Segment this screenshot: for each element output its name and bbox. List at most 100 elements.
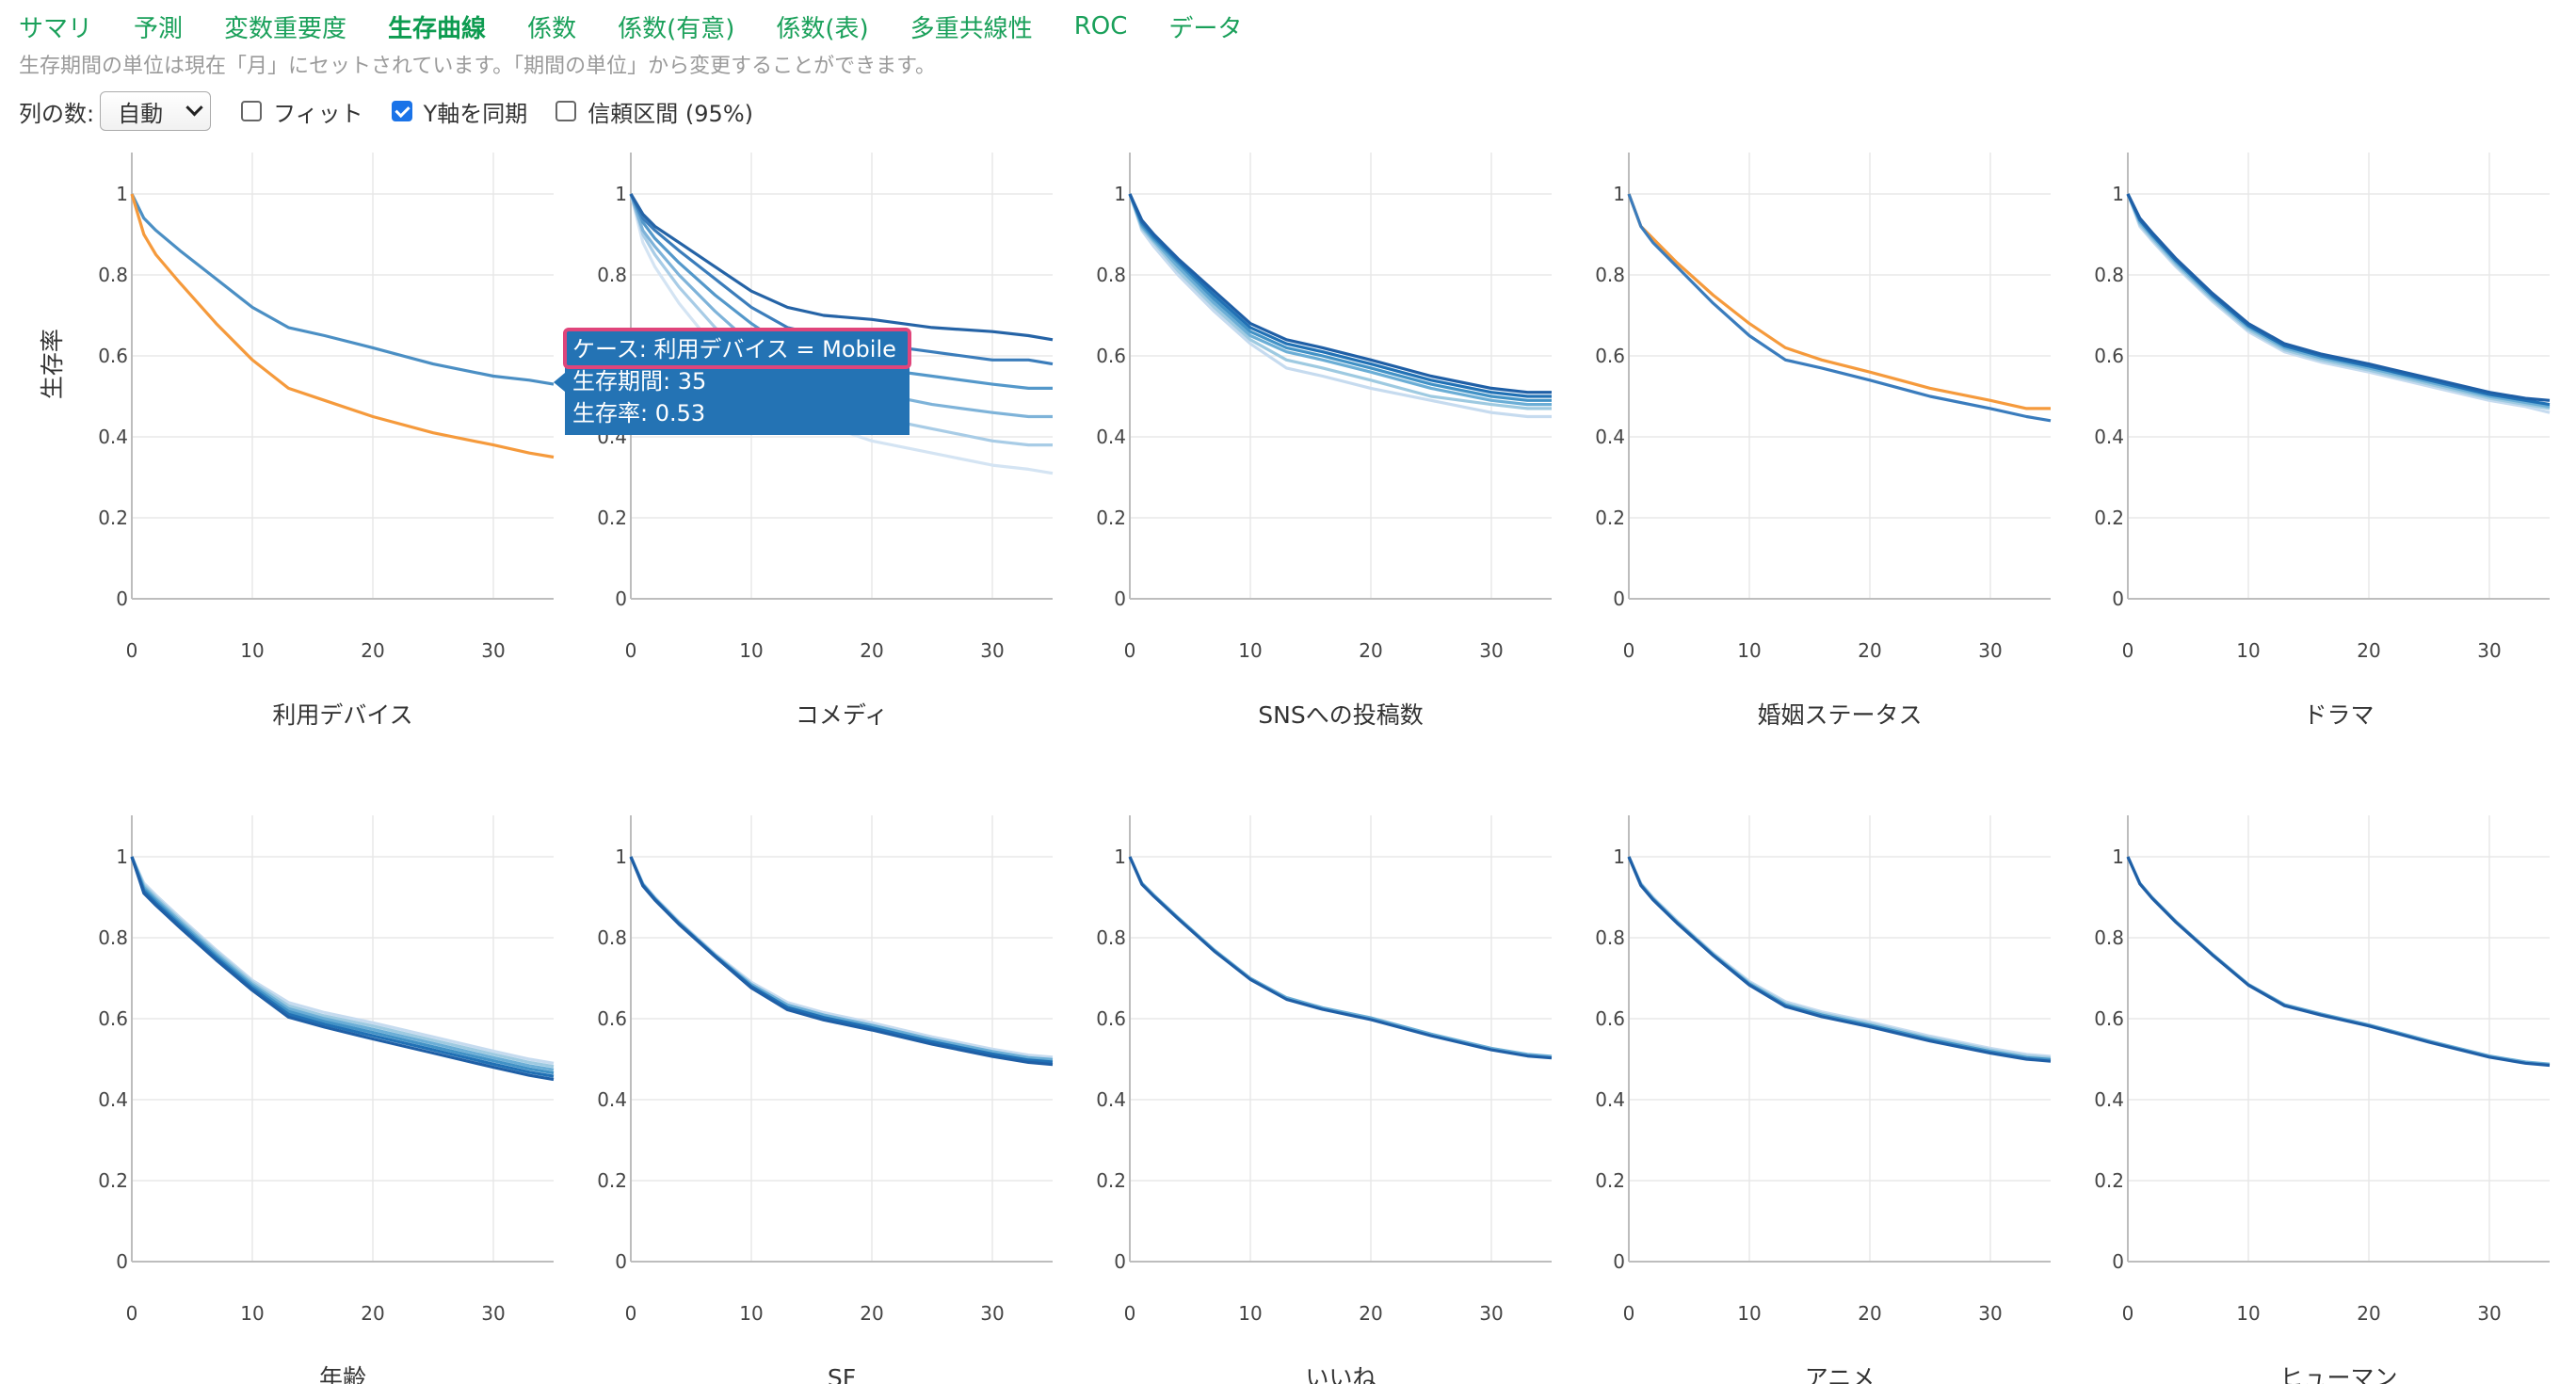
y-tick-label: 0.2 [1096,507,1126,529]
y-tick-label: 1 [1613,183,1625,205]
x-tick-label: 30 [481,639,505,662]
y-tick-label: 0 [615,1250,627,1273]
series-line-1 [1128,193,1552,419]
y-tick-label: 0.4 [2094,426,2124,448]
y-tick-label: 0.4 [2094,1088,2124,1111]
ci-checkbox[interactable]: 信頼区間 (95%) [555,95,753,128]
sync-y-checkbox[interactable]: Y軸を同期 [391,95,527,128]
x-tick-label: 10 [1737,639,1761,662]
sync-y-checkbox-box[interactable] [391,101,412,121]
x-tick-label: 30 [980,639,1004,662]
tab-survival-curve[interactable]: 生存曲線 [388,14,487,43]
fit-checkbox[interactable]: フィット [241,95,363,128]
y-tick-label: 0 [1613,587,1625,610]
chart-title: 婚姻ステータス [1757,701,1922,729]
y-tick-label: 0 [116,587,128,610]
tab-summary[interactable]: サマリ [19,14,93,43]
y-tick-label: 0.2 [98,1169,128,1192]
y-tick-label: 0 [1613,1250,1625,1273]
y-tick-label: 0.4 [597,1088,627,1111]
x-tick-label: 30 [1479,639,1503,662]
series-line-2 [130,856,555,1069]
y-tick-label: 0.8 [2094,926,2124,949]
tab-multicollinearity[interactable]: 多重共線性 [910,14,1033,43]
series-line-3 [2126,193,2551,409]
tab-coefficients[interactable]: 係数 [527,14,577,43]
y-tick-label: 0.8 [597,264,627,286]
tab-data[interactable]: データ [1168,14,1243,43]
y-tick-label: 0.2 [1595,1169,1625,1192]
tooltip-box [565,330,910,435]
columns-select[interactable]: 自動 [100,91,212,131]
y-tick-label: 0.2 [2094,507,2124,529]
y-tick-label: 0.4 [1595,426,1625,448]
tab-prediction[interactable]: 予測 [134,14,184,43]
series-line-1 [1627,856,2052,1058]
series-line-3 [1627,856,2052,1061]
x-tick-label: 10 [739,1302,763,1325]
series-line-1 [2126,856,2551,1066]
y-tick-label: 0.6 [2094,345,2124,367]
y-axis-label: 生存率 [39,329,66,399]
tooltip-line-2: 生存期間: 35 [572,368,706,394]
y-tick-label: 1 [615,845,627,868]
x-tick-label: 10 [240,639,264,662]
series-line-6 [130,856,555,1082]
y-tick-label: 1 [116,183,128,205]
columns-select-value: 自動 [118,100,164,127]
x-tick-label: 20 [2357,1302,2380,1325]
fit-label: フィット [273,100,363,127]
unit-info-text: 生存期間の単位は現在「月」にセットされています。「期間の単位」から変更することが… [19,55,936,78]
series-line-1 [130,193,555,386]
x-tick-label: 0 [126,1302,138,1325]
y-tick-label: 0 [615,587,627,610]
series-line-4 [1128,193,1552,402]
tooltip-line-1: ケース: 利用デバイス = Mobile [572,336,896,362]
x-tick-label: 30 [1978,1302,2002,1325]
series-line-2 [1627,856,2052,1060]
ci-checkbox-box[interactable] [555,101,577,121]
series-line-6 [629,193,1054,342]
tab-variable-importance[interactable]: 変数重要度 [224,14,347,43]
y-tick-label: 0.6 [1595,1007,1625,1030]
y-tick-label: 1 [615,183,627,205]
series-line-2 [1627,193,2052,423]
x-tick-label: 10 [1238,639,1262,662]
series-line-5 [130,856,555,1078]
chart-title: 利用デバイス [272,701,412,729]
x-tick-label: 20 [2357,639,2380,662]
y-tick-label: 0.6 [98,345,128,367]
y-tick-label: 0.4 [1595,1088,1625,1111]
y-tick-label: 1 [1613,845,1625,868]
y-tick-label: 0.8 [1595,264,1625,286]
tab-roc[interactable]: ROC [1073,12,1128,40]
series-line-1 [629,856,1054,1059]
x-tick-label: 0 [2122,639,2134,662]
series-line-3 [629,856,1054,1064]
series-line-2 [1128,193,1552,410]
tab-coefficients-table[interactable]: 係数(表) [776,14,869,43]
y-tick-label: 0.8 [98,264,128,286]
y-tick-label: 0.2 [597,1169,627,1192]
tab-coefficients-significant[interactable]: 係数(有意) [618,14,735,43]
y-tick-label: 0.8 [597,926,627,949]
chart-title: アニメ [1805,1364,1876,1384]
x-tick-label: 30 [2477,1302,2501,1325]
series-line-2 [2126,193,2551,410]
series-line-4 [2126,193,2551,407]
x-tick-label: 30 [481,1302,505,1325]
y-tick-label: 0.4 [98,426,128,448]
x-tick-label: 30 [2477,639,2501,662]
fit-checkbox-box[interactable] [241,101,263,121]
tooltip-pointer [554,373,565,392]
series-line-1 [1627,193,2051,410]
series-line-2 [629,856,1054,1061]
chart-title: SNSへの投稿数 [1258,701,1423,729]
series-line-4 [1627,856,2052,1063]
